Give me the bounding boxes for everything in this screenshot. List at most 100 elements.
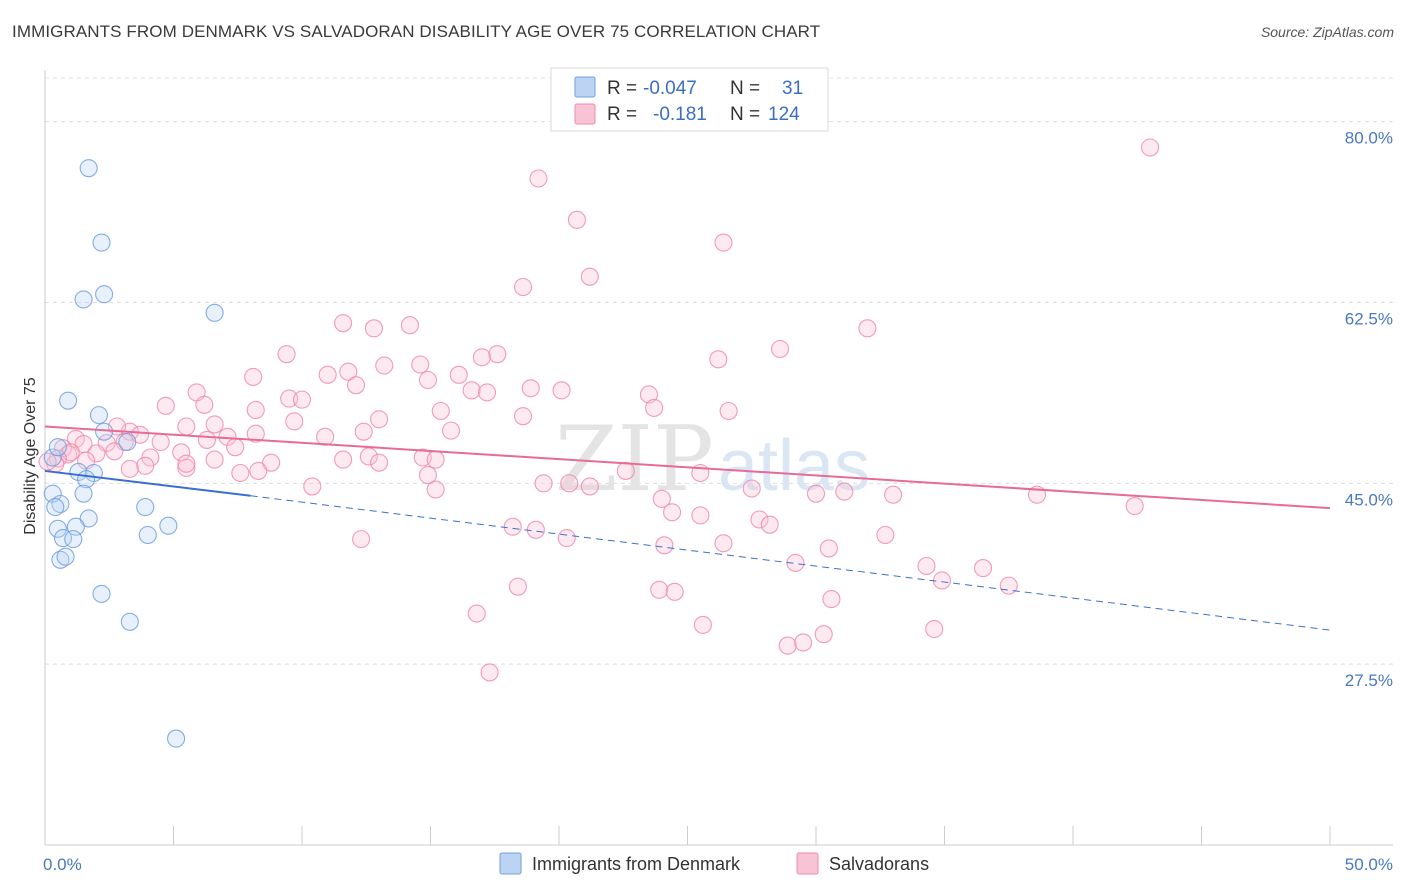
salvadoran-point	[665, 582, 684, 601]
salvadoran-point	[822, 590, 841, 609]
salvadoran-point	[449, 365, 468, 384]
denmark-point	[43, 484, 62, 503]
salvadoran-point	[1125, 497, 1144, 516]
denmark-point	[43, 448, 62, 467]
salvadoran-point	[655, 536, 674, 555]
legend-swatch-denmark	[499, 852, 522, 875]
denmark-points	[43, 159, 224, 748]
salvadoran-point	[246, 424, 265, 443]
salvadoran-point	[334, 314, 353, 333]
salvadoran-point	[526, 520, 545, 539]
salvadoran-point	[477, 383, 497, 402]
salvadoran-point	[205, 450, 224, 469]
salvadoran-point	[760, 515, 779, 534]
denmark-point	[205, 303, 224, 322]
salvadoran-point	[105, 442, 124, 461]
legend-swatch-salvadoran	[796, 852, 819, 875]
salvadoran-point	[231, 463, 250, 483]
salvadoran-point	[552, 381, 571, 400]
salvadoran-point	[277, 345, 296, 364]
salvadoran-point	[292, 390, 312, 409]
legend-label-denmark: Immigrants from Denmark	[532, 854, 741, 874]
salvadoran-point	[742, 479, 761, 498]
salvadoran-point	[177, 417, 196, 436]
salvadoran-point	[418, 466, 437, 485]
salvadoran-point	[364, 319, 384, 338]
salvadoran-point	[639, 385, 659, 404]
salvadoran-point	[770, 339, 790, 359]
salvadoran-point	[285, 412, 304, 431]
salvadoran-point	[303, 477, 322, 496]
source-label: Source: ZipAtlas.com	[1260, 24, 1394, 40]
denmark-point	[79, 159, 98, 178]
x-tick-label-max: 50.0%	[1345, 855, 1393, 874]
chart-title: IMMIGRANTS FROM DENMARK VS SALVADORAN DI…	[12, 22, 821, 41]
watermark-atlas: atlas	[718, 426, 870, 506]
salvadoran-point	[339, 362, 358, 381]
salvadoran-point	[480, 663, 499, 682]
denmark-point	[167, 729, 186, 748]
denmark-point	[118, 432, 137, 452]
salvadoran-trend-line	[44, 425, 1331, 510]
denmark-point	[95, 422, 114, 441]
denmark-point	[92, 584, 111, 603]
salvadoran-point	[876, 525, 895, 545]
denmark-point	[51, 550, 70, 569]
salvadoran-point	[418, 370, 437, 390]
denmark-point	[89, 406, 109, 425]
stats-r-label-1: R =	[607, 78, 637, 99]
denmark-point	[79, 509, 98, 528]
salvadoran-point	[156, 396, 175, 415]
salvadoran-point	[1141, 138, 1160, 157]
salvadoran-point	[426, 450, 445, 469]
salvadoran-point	[663, 503, 682, 522]
stats-r-label-2: R =	[607, 104, 637, 125]
salvadoran-point	[411, 355, 430, 374]
salvadoran-point	[375, 356, 394, 375]
salvadoran-point	[534, 474, 553, 493]
salvadoran-point	[488, 345, 507, 364]
denmark-point	[138, 525, 157, 545]
salvadoran-point	[316, 427, 335, 446]
salvadoran-point	[650, 580, 669, 599]
salvadoran-point	[226, 438, 245, 457]
salvadoran-point	[560, 474, 579, 493]
x-tick-label-min: 0.0%	[43, 855, 82, 874]
salvadoran-point	[529, 169, 548, 188]
salvadoran-point	[426, 480, 445, 499]
stats-n-value-2: 124	[768, 104, 800, 125]
stats-legend-swatch-salvadoran	[574, 103, 596, 125]
salvadoran-point	[884, 485, 903, 504]
salvadoran-point	[714, 233, 733, 252]
denmark-trend-extension	[250, 495, 1331, 631]
salvadoran-point	[472, 348, 491, 367]
salvadoran-point	[195, 395, 214, 414]
salvadoran-point	[513, 407, 533, 426]
salvadoran-point	[750, 510, 769, 529]
salvadoran-point	[999, 576, 1018, 595]
salvadoran-point	[794, 633, 813, 652]
salvadoran-point	[580, 477, 599, 496]
denmark-point	[74, 484, 93, 503]
salvadoran-point	[714, 534, 733, 553]
salvadoran-point	[508, 577, 527, 596]
salvadoran-point	[246, 400, 265, 420]
salvadoran-point	[521, 379, 540, 398]
salvadoran-point	[709, 350, 728, 369]
salvadoran-point	[431, 401, 450, 421]
salvadoran-point	[280, 389, 299, 408]
salvadoran-point	[249, 461, 268, 480]
salvadoran-point	[616, 461, 635, 480]
salvadoran-point	[177, 454, 196, 473]
salvadoran-point	[354, 422, 373, 441]
salvadoran-point	[346, 376, 366, 395]
salvadoran-point	[462, 381, 481, 400]
salvadoran-point	[244, 367, 263, 386]
salvadoran-point	[400, 316, 419, 335]
salvadoran-point	[580, 267, 599, 286]
salvadoran-point	[352, 530, 371, 549]
denmark-point	[64, 530, 83, 549]
salvadoran-point	[370, 410, 389, 429]
salvadoran-point	[819, 539, 838, 558]
y-tick-label: 62.5%	[1345, 310, 1393, 329]
